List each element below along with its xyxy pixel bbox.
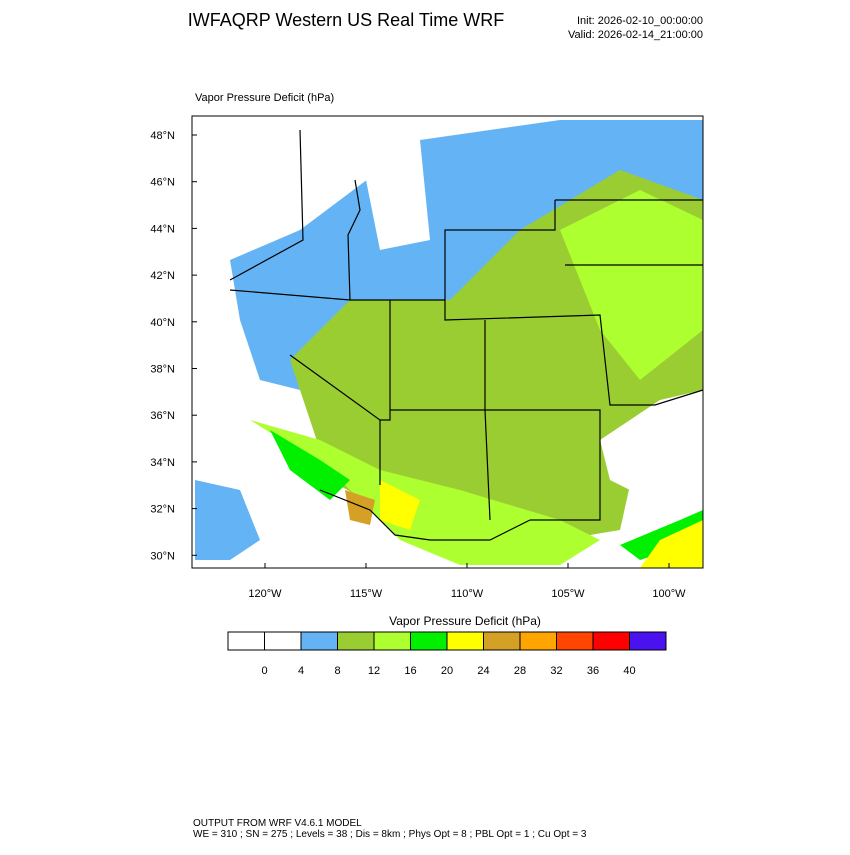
colorbar-box (410, 631, 448, 651)
lat-label: 30°N (150, 550, 175, 562)
colorbar-label: 12 (368, 665, 380, 677)
colorbar-label: 40 (623, 665, 635, 677)
lat-label: 34°N (150, 457, 175, 469)
border (229, 129, 304, 281)
title: IWFAQRP Western US Real Time WRF (188, 10, 504, 30)
lat-label: 36°N (150, 410, 175, 422)
footer-line: WE = 310 ; SN = 275 ; Levels = 38 ; Dis … (193, 829, 587, 840)
state-borders (229, 129, 704, 541)
colorbar-box (519, 631, 557, 651)
lat-label: 44°N (150, 223, 175, 235)
colorbar-label: 28 (514, 665, 526, 677)
colorbar-box (556, 631, 594, 651)
colorbar: 0 4 8 12 16 20 24 28 32 36 40 (227, 631, 667, 677)
map-title: Vapor Pressure Deficit (hPa) (195, 92, 334, 104)
lat-label: 42°N (150, 270, 175, 282)
region (640, 520, 703, 568)
region (270, 430, 350, 500)
lat-label: 46°N (150, 177, 175, 189)
colorbar-box (592, 631, 630, 651)
region (195, 480, 260, 560)
lon-label: 110°W (451, 588, 484, 600)
lon-label: 115°W (350, 588, 383, 600)
lat-label: 40°N (150, 317, 175, 329)
colorbar-label: 8 (334, 665, 340, 677)
region (620, 510, 703, 560)
lat-label: 32°N (150, 504, 175, 516)
border (229, 289, 704, 406)
map-frame (191, 115, 704, 569)
border (347, 179, 361, 301)
colorbar-box (373, 631, 411, 651)
lon-label: 105°W (551, 588, 585, 600)
map: 48°N 46°N 44°N 42°N 40°N 38°N 36°N 34°N 32°N 30°N… (150, 115, 704, 600)
colorbar-label: 16 (404, 665, 416, 677)
colorbar-label: 4 (298, 665, 304, 677)
colorbar-title: Vapor Pressure Deficit (hPa) (389, 614, 541, 628)
border (380, 300, 391, 421)
colorbar-label: 20 (441, 665, 453, 677)
colorbar-box (483, 631, 521, 651)
border (390, 409, 601, 521)
colorbar-box (337, 631, 375, 651)
region (360, 140, 430, 250)
colorbar-box (300, 631, 338, 651)
border (319, 489, 531, 541)
lat-label: 38°N (150, 364, 175, 376)
footer-line: OUTPUT FROM WRF V4.6.1 MODEL (193, 818, 362, 829)
valid-time: Valid: 2026-02-14_21:00:00 (568, 29, 703, 41)
region (560, 190, 703, 380)
init-time: Init: 2026-02-10_00:00:00 (577, 15, 703, 27)
lon-label: 100°W (652, 588, 686, 600)
colorbar-label: 36 (587, 665, 599, 677)
colorbar-label: 24 (477, 665, 489, 677)
colorbar-box (446, 631, 484, 651)
lat-label: 48°N (150, 130, 175, 142)
colorbar-box (264, 631, 302, 651)
colorbar-box (629, 631, 667, 651)
lon-label: 120°W (248, 588, 282, 600)
colorbar-label: 0 (261, 665, 267, 677)
colorbar-box (227, 631, 265, 651)
region (345, 490, 375, 525)
region (380, 480, 420, 530)
border (444, 200, 556, 300)
region (600, 390, 703, 500)
colorbar-label: 32 (550, 665, 562, 677)
